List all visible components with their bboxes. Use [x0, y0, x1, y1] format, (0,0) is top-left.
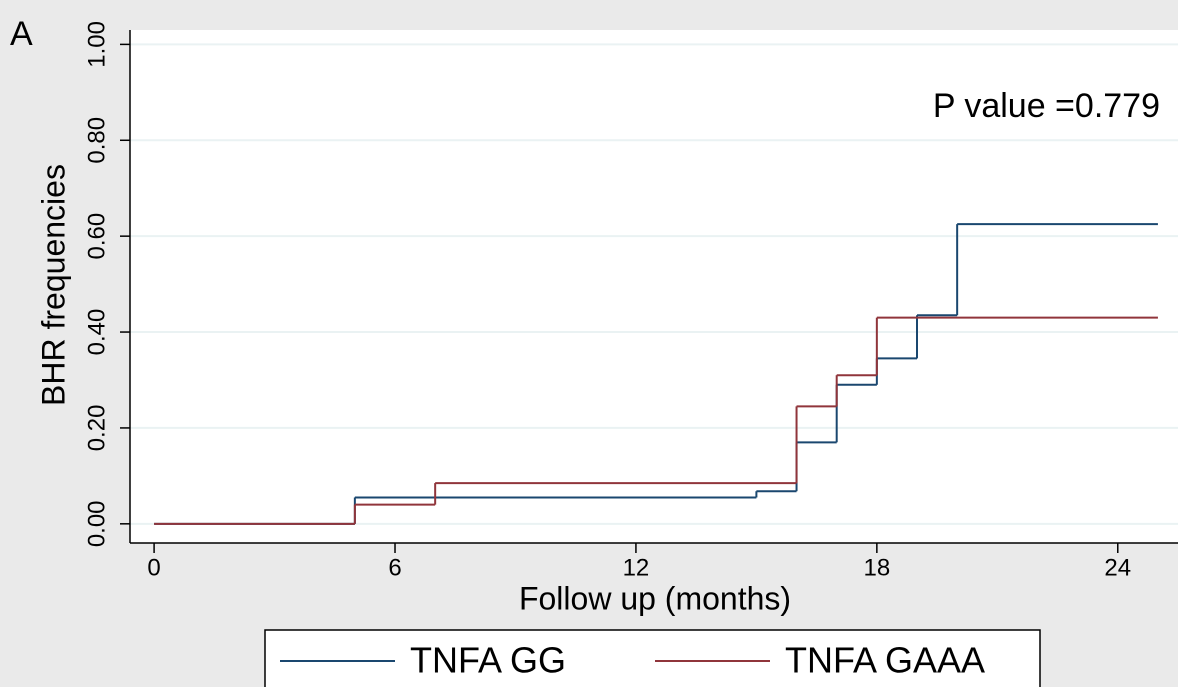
legend-label: TNFA GAAA	[785, 640, 985, 681]
x-tick-label: 12	[623, 554, 650, 581]
x-tick-label: 18	[863, 554, 890, 581]
y-tick-label: 0.00	[83, 500, 110, 547]
panel-label: A	[10, 15, 33, 53]
plot-area	[130, 30, 1178, 543]
y-tick-label: 0.40	[83, 309, 110, 356]
y-tick-label: 0.20	[83, 405, 110, 452]
x-tick-label: 0	[147, 554, 160, 581]
x-tick-label: 24	[1104, 554, 1131, 581]
y-tick-label: 0.60	[83, 213, 110, 260]
legend-box	[264, 629, 1041, 687]
x-axis-title: Follow up (months)	[519, 580, 791, 616]
y-tick-label: 0.80	[83, 117, 110, 164]
y-tick-label: 1.00	[83, 21, 110, 68]
legend-label: TNFA GG	[410, 640, 566, 681]
x-tick-label: 6	[388, 554, 401, 581]
y-axis-title: BHR frequencies	[35, 164, 71, 406]
annotation: P value =0.779	[933, 87, 1160, 125]
